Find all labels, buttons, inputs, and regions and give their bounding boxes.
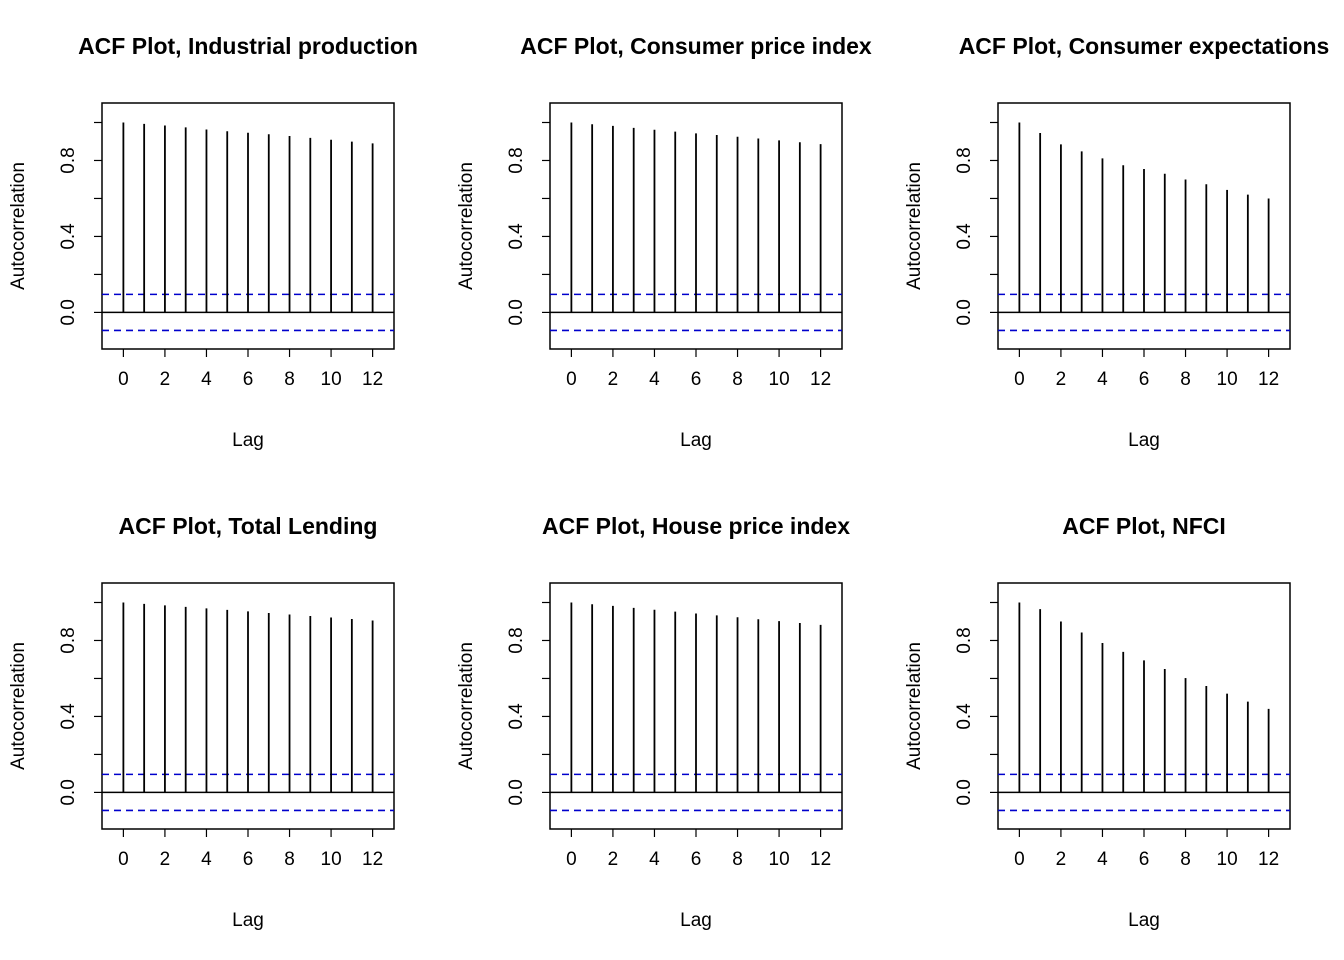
- x-tick-label: 10: [1217, 369, 1238, 390]
- acf-panel-1: ACF Plot, Industrial production 0 2 4 6 8 10 12…: [8, 33, 418, 451]
- x-tick-label: 2: [1056, 369, 1067, 390]
- x-tick-label: 10: [321, 369, 342, 390]
- panel-title: ACF Plot, NFCI: [1062, 513, 1226, 539]
- x-tick-label: 10: [769, 849, 790, 870]
- x-tick-label: 8: [1180, 849, 1191, 870]
- x-tick-label: 6: [1139, 369, 1150, 390]
- x-tick-label: 0: [566, 849, 577, 870]
- y-axis-label: Autocorrelation: [456, 162, 477, 290]
- x-tick-label: 8: [1180, 369, 1191, 390]
- panel-title: ACF Plot, Total Lending: [119, 513, 378, 539]
- x-axis-label: Lag: [232, 910, 264, 931]
- panel-title: ACF Plot, Consumer expectations: [959, 33, 1330, 59]
- acf-panel-2: ACF Plot, Consumer price index 0 2 4 6 8 10 12 0…: [456, 33, 872, 451]
- x-tick-label: 4: [1097, 849, 1108, 870]
- y-tick-label: 0.4: [506, 223, 527, 250]
- x-tick-label: 10: [769, 369, 790, 390]
- panel-title: ACF Plot, House price index: [542, 513, 850, 539]
- y-tick-label: 0.0: [506, 299, 527, 325]
- x-tick-label: 2: [160, 849, 171, 870]
- y-tick-label: 0.8: [506, 147, 527, 173]
- y-tick-label: 0.0: [58, 779, 79, 805]
- x-tick-label: 6: [243, 849, 254, 870]
- y-axis-label: Autocorrelation: [904, 162, 925, 290]
- x-tick-label: 4: [201, 369, 212, 390]
- x-axis-label: Lag: [680, 910, 712, 931]
- y-tick-label: 0.8: [506, 627, 527, 653]
- x-tick-label: 6: [243, 369, 254, 390]
- x-tick-label: 12: [1258, 369, 1279, 390]
- y-tick-label: 0.0: [58, 299, 79, 325]
- y-tick-label: 0.0: [954, 299, 975, 325]
- x-tick-label: 10: [1217, 849, 1238, 870]
- x-tick-label: 4: [201, 849, 212, 870]
- x-tick-label: 6: [1139, 849, 1150, 870]
- x-tick-label: 2: [1056, 849, 1067, 870]
- x-tick-label: 8: [284, 369, 295, 390]
- acf-panel-4: ACF Plot, Total Lending 0 2 4 6 8 10 12 0.0 0.4 0.…: [8, 513, 395, 931]
- y-axis-label: Autocorrelation: [904, 642, 925, 770]
- y-tick-label: 0.4: [954, 223, 975, 250]
- x-tick-label: 4: [649, 369, 660, 390]
- x-tick-label: 8: [284, 849, 295, 870]
- panel-title: ACF Plot, Industrial production: [78, 33, 418, 59]
- x-tick-label: 4: [1097, 369, 1108, 390]
- x-tick-label: 2: [608, 849, 619, 870]
- x-axis-label: Lag: [680, 430, 712, 451]
- acf-panel-6: ACF Plot, NFCI 0 2 4 6 8 10 12 0.0 0.4 0.8 Lag Autoc…: [904, 513, 1291, 931]
- x-tick-label: 12: [810, 369, 831, 390]
- acf-panel-5: ACF Plot, House price index 0 2 4 6 8 10 12 0.0 0…: [456, 513, 850, 931]
- x-tick-label: 6: [691, 369, 702, 390]
- x-axis-label: Lag: [232, 430, 264, 451]
- x-axis-label: Lag: [1128, 430, 1160, 451]
- x-tick-label: 12: [362, 849, 383, 870]
- acf-panel-3: ACF Plot, Consumer expectations 0 2 4 6 8 10 12…: [904, 33, 1329, 451]
- x-tick-label: 10: [321, 849, 342, 870]
- x-tick-label: 12: [1258, 849, 1279, 870]
- y-tick-label: 0.8: [954, 147, 975, 173]
- y-tick-label: 0.0: [506, 779, 527, 805]
- y-axis-label: Autocorrelation: [8, 162, 29, 290]
- y-tick-label: 0.0: [954, 779, 975, 805]
- y-tick-label: 0.8: [954, 627, 975, 653]
- panel-title: ACF Plot, Consumer price index: [520, 33, 872, 59]
- y-tick-label: 0.8: [58, 627, 79, 653]
- x-tick-label: 0: [118, 369, 129, 390]
- y-axis-label: Autocorrelation: [8, 642, 29, 770]
- x-tick-label: 4: [649, 849, 660, 870]
- y-tick-label: 0.4: [58, 703, 79, 730]
- x-tick-label: 2: [608, 369, 619, 390]
- x-tick-label: 0: [566, 369, 577, 390]
- x-tick-label: 2: [160, 369, 171, 390]
- x-tick-label: 0: [118, 849, 129, 870]
- x-tick-label: 8: [732, 369, 743, 390]
- y-tick-label: 0.4: [954, 703, 975, 730]
- y-axis-label: Autocorrelation: [456, 642, 477, 770]
- x-tick-label: 0: [1014, 369, 1025, 390]
- y-tick-label: 0.8: [58, 147, 79, 173]
- x-tick-label: 6: [691, 849, 702, 870]
- x-tick-label: 12: [810, 849, 831, 870]
- y-tick-label: 0.4: [506, 703, 527, 730]
- x-tick-label: 8: [732, 849, 743, 870]
- y-tick-label: 0.4: [58, 223, 79, 250]
- x-axis-label: Lag: [1128, 910, 1160, 931]
- x-tick-label: 12: [362, 369, 383, 390]
- x-tick-label: 0: [1014, 849, 1025, 870]
